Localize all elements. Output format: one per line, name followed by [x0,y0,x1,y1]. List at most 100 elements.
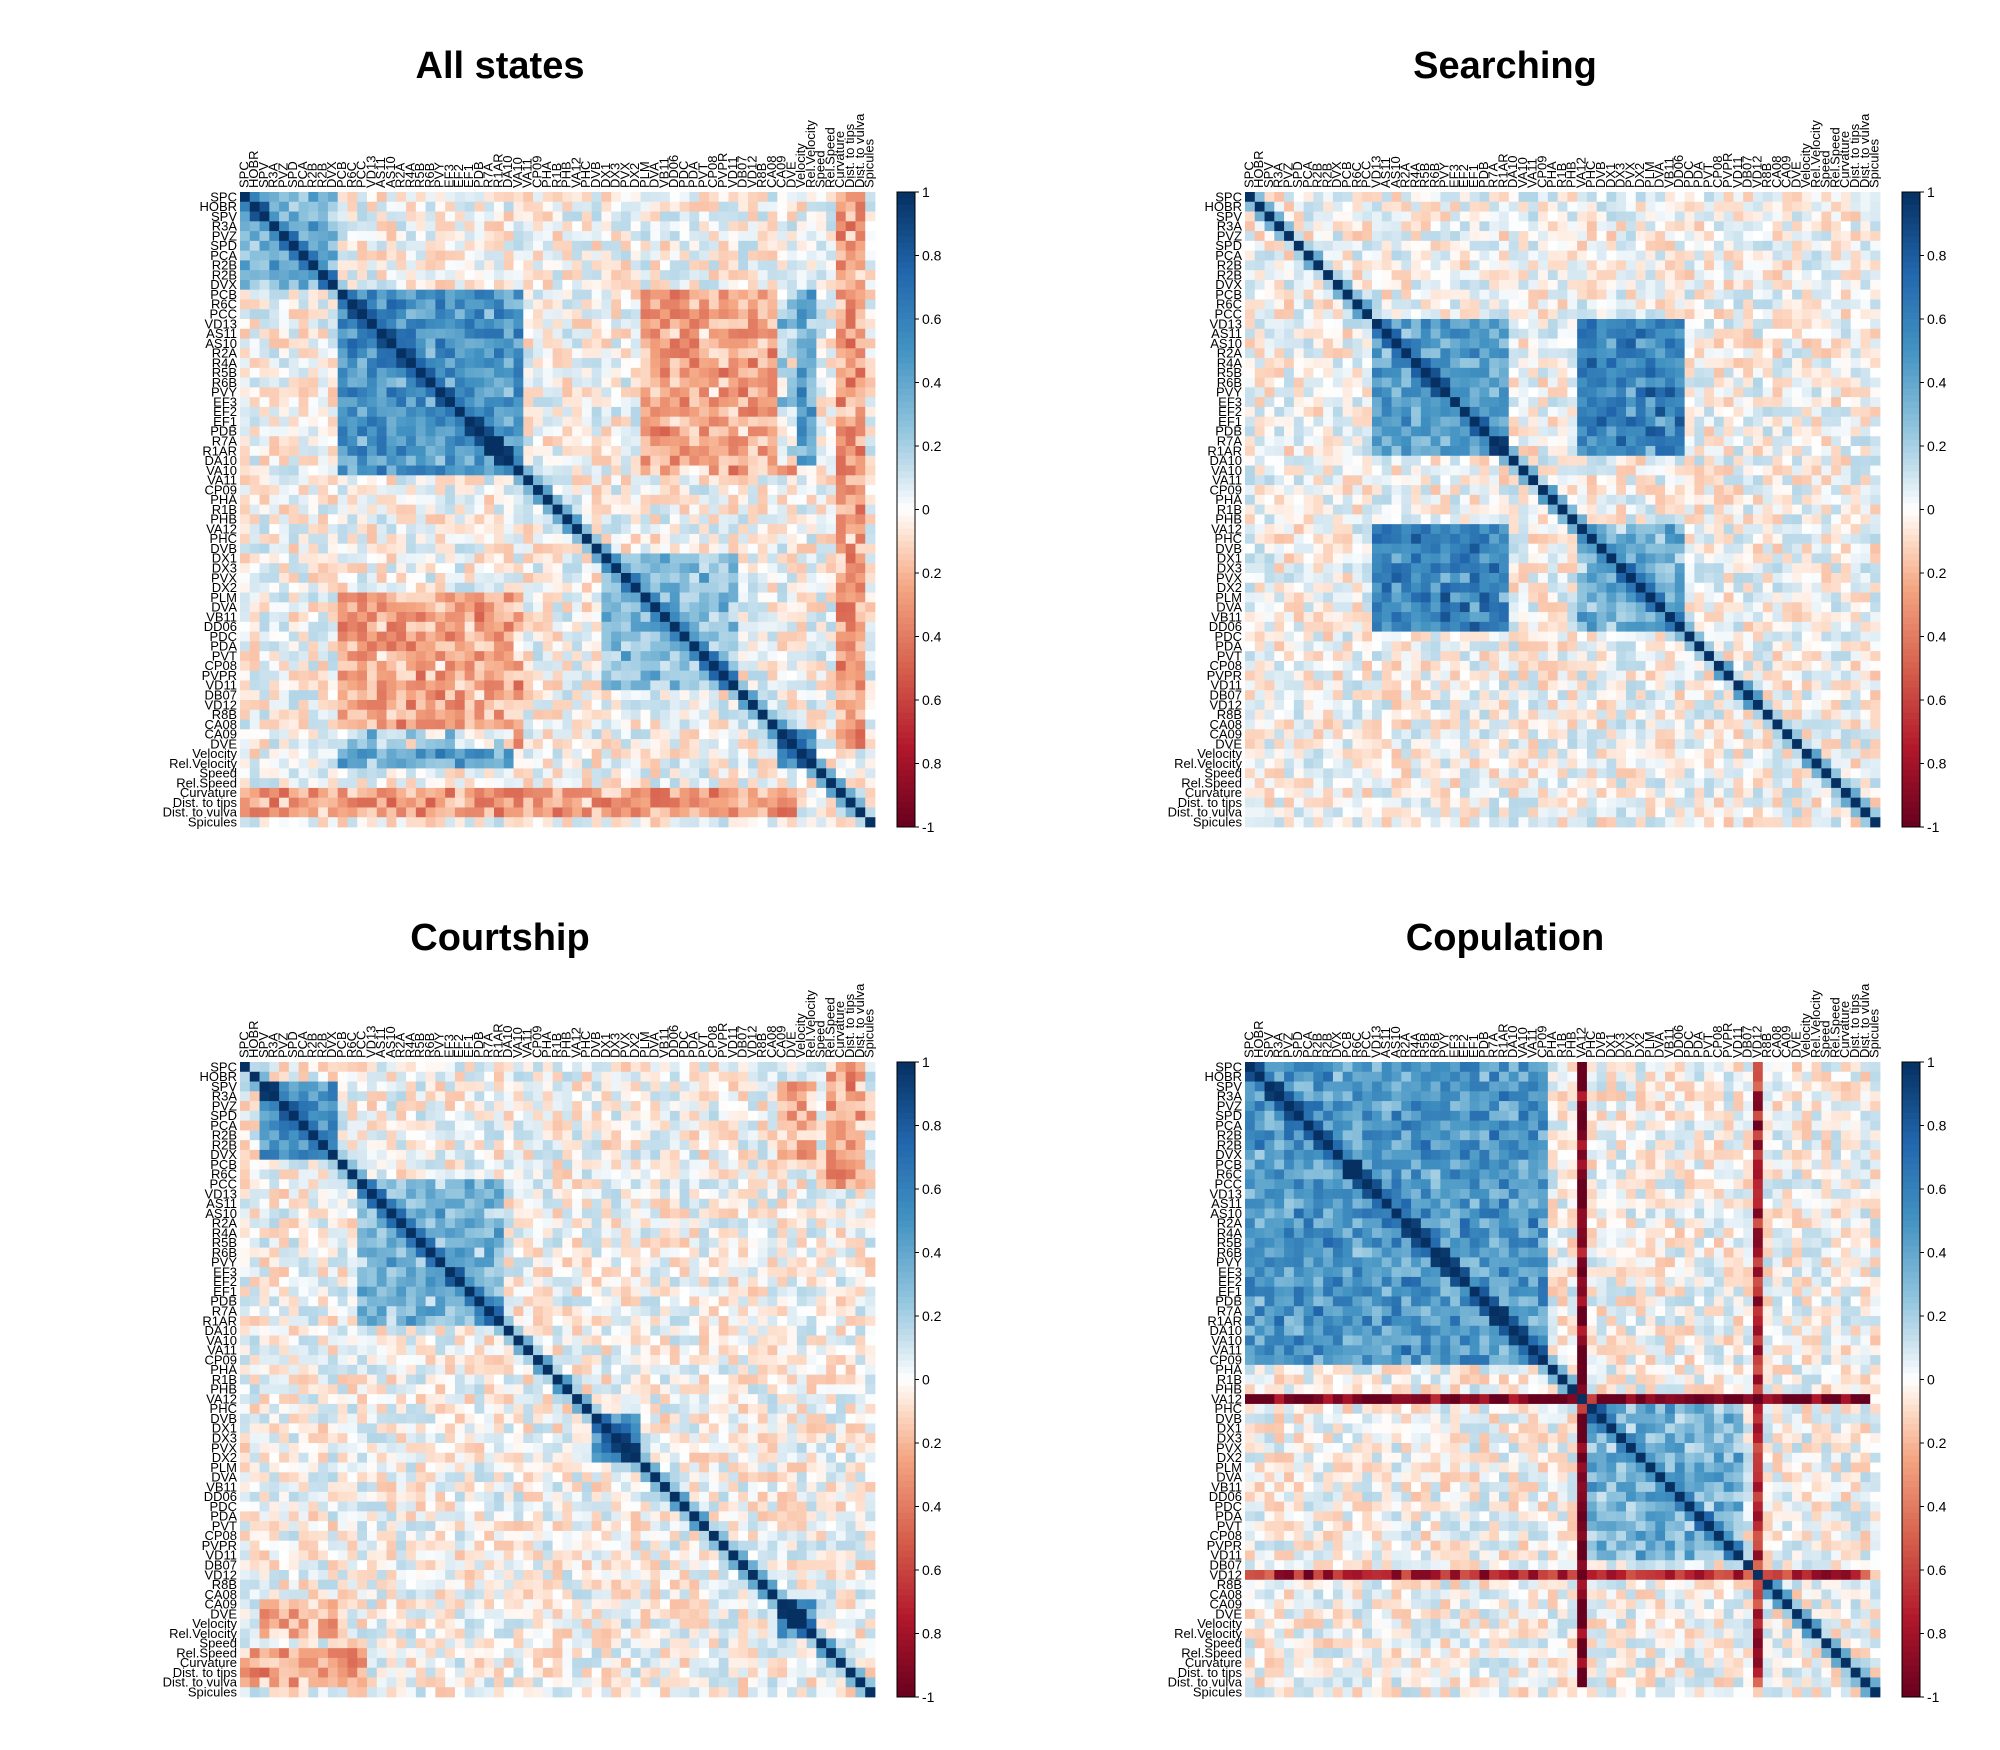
heatmap-cell [425,592,436,603]
heatmap-cell [650,465,661,476]
heatmap-cell [298,426,309,437]
heatmap-cell [425,328,436,339]
heatmap-cell [1684,260,1695,271]
heatmap-cell [240,524,251,535]
heatmap-cell [1254,260,1265,271]
heatmap-cell [269,338,280,349]
heatmap-cell [835,543,847,554]
heatmap-cell [738,700,749,711]
heatmap-cell [523,739,534,750]
heatmap-cell [806,533,817,545]
heatmap-cell [581,221,593,232]
heatmap-cell [748,592,759,603]
heatmap-cell [347,543,358,554]
heatmap-cell [767,446,778,457]
heatmap-cell [757,250,768,261]
heatmap-cell [376,240,387,252]
heatmap-cell [513,641,524,652]
heatmap-cell [1674,250,1686,261]
heatmap-cell [337,494,348,506]
heatmap-cell [298,446,309,457]
heatmap-cell [562,406,573,418]
heatmap-cell [611,358,622,369]
heatmap-cell [581,201,593,212]
heatmap-cell [1411,250,1422,261]
heatmap-cell [601,524,612,535]
heatmap-cell [728,279,739,291]
heatmap-cell [415,319,427,330]
heatmap-cell [767,563,778,574]
heatmap-cell [650,758,661,769]
heatmap-panel: SearchingSPCHOBRSPVR3APVZSPDPCAR2BR2BDVX… [1168,45,1947,835]
heatmap-cell [611,406,622,418]
heatmap-cell [767,211,778,222]
heatmap-cell [748,289,759,300]
heatmap-cell [806,309,817,320]
heatmap-cell [533,426,544,437]
heatmap-cell [503,680,514,691]
heatmap-cell [513,240,524,252]
heatmap-cell [816,739,827,750]
heatmap-cell [376,543,387,554]
heatmap-cell [689,729,700,740]
heatmap-cell [855,446,866,457]
heatmap-cell [523,250,534,261]
heatmap-cell [1840,221,1852,232]
heatmap-cell [777,485,788,496]
heatmap-cell [1547,260,1559,271]
heatmap-cell [259,660,270,672]
heatmap-cell [415,641,427,652]
heatmap-cell [1723,201,1734,212]
heatmap-cell [269,612,280,623]
heatmap-cell [288,797,300,808]
heatmap-cell [523,416,534,427]
heatmap-cell [601,612,612,623]
heatmap-cell [542,709,554,720]
heatmap-cell [728,201,739,212]
heatmap-cell [494,582,505,593]
heatmap-cell [1450,240,1461,252]
heatmap-cell [581,631,593,642]
column-label: EF3 [441,164,456,188]
colorbar-segment [897,744,915,752]
heatmap-cell [865,446,876,457]
heatmap-cell [513,621,524,633]
heatmap-cell [835,524,847,535]
heatmap-cell [757,377,768,388]
heatmap-cell [484,602,495,613]
heatmap-cell [640,328,651,339]
heatmap-cell [748,543,759,554]
heatmap-cell [601,397,612,408]
heatmap-cell [494,573,505,584]
heatmap-cell [357,348,368,359]
heatmap-cell [835,485,847,496]
heatmap-cell [728,358,739,369]
heatmap-cell [865,221,876,232]
heatmap-cell [630,319,641,330]
heatmap-cell [1401,201,1412,212]
heatmap-cell [484,592,495,603]
heatmap-cell [708,201,720,212]
heatmap-cell [611,748,622,760]
heatmap-cell [513,348,524,359]
heatmap-cell [826,514,837,525]
heatmap-cell [748,719,759,730]
heatmap-cell [396,768,407,779]
heatmap-cell [806,270,817,281]
heatmap-cell [494,778,505,789]
heatmap-cell [415,455,427,466]
heatmap-cell [1391,260,1402,271]
heatmap-cell [1352,211,1363,222]
heatmap-cell [611,602,622,613]
heatmap-cell [601,211,612,222]
heatmap-cell [689,387,700,398]
heatmap-cell [396,787,407,799]
heatmap-cell [796,807,808,818]
heatmap-cell [279,582,290,593]
heatmap-cell [259,797,270,808]
heatmap-cell [787,201,798,212]
heatmap-cell [806,201,817,212]
heatmap-cell [425,201,436,212]
heatmap-cell [718,651,729,662]
heatmap-cell [327,377,339,388]
